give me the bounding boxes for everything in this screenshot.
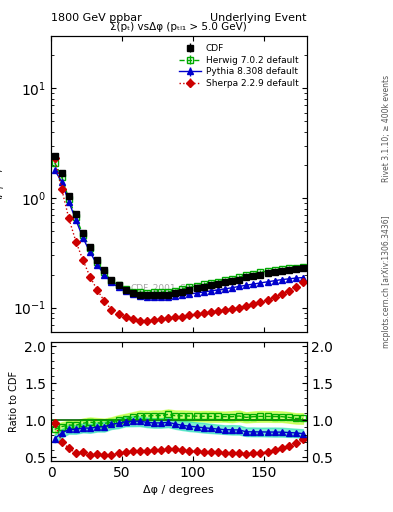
Text: 1800 GeV ppbar: 1800 GeV ppbar	[51, 13, 142, 23]
Y-axis label: Ratio to CDF: Ratio to CDF	[9, 371, 19, 432]
Title: Σ(pₜ) vsΔφ (pₜₗ₁ > 5.0 GeV): Σ(pₜ) vsΔφ (pₜₗ₁ > 5.0 GeV)	[110, 23, 247, 32]
Legend: CDF, Herwig 7.0.2 default, Pythia 8.308 default, Sherpa 2.2.9 default: CDF, Herwig 7.0.2 default, Pythia 8.308 …	[175, 40, 302, 92]
Text: CDF_2001_S4751469: CDF_2001_S4751469	[131, 283, 227, 292]
Y-axis label: $\langle p_T^{sum} \rangle$: $\langle p_T^{sum} \rangle$	[0, 167, 7, 201]
Text: Rivet 3.1.10; ≥ 400k events: Rivet 3.1.10; ≥ 400k events	[382, 74, 391, 182]
Text: mcplots.cern.ch [arXiv:1306.3436]: mcplots.cern.ch [arXiv:1306.3436]	[382, 215, 391, 348]
Text: Underlying Event: Underlying Event	[210, 13, 307, 23]
X-axis label: Δφ / degrees: Δφ / degrees	[143, 485, 214, 495]
